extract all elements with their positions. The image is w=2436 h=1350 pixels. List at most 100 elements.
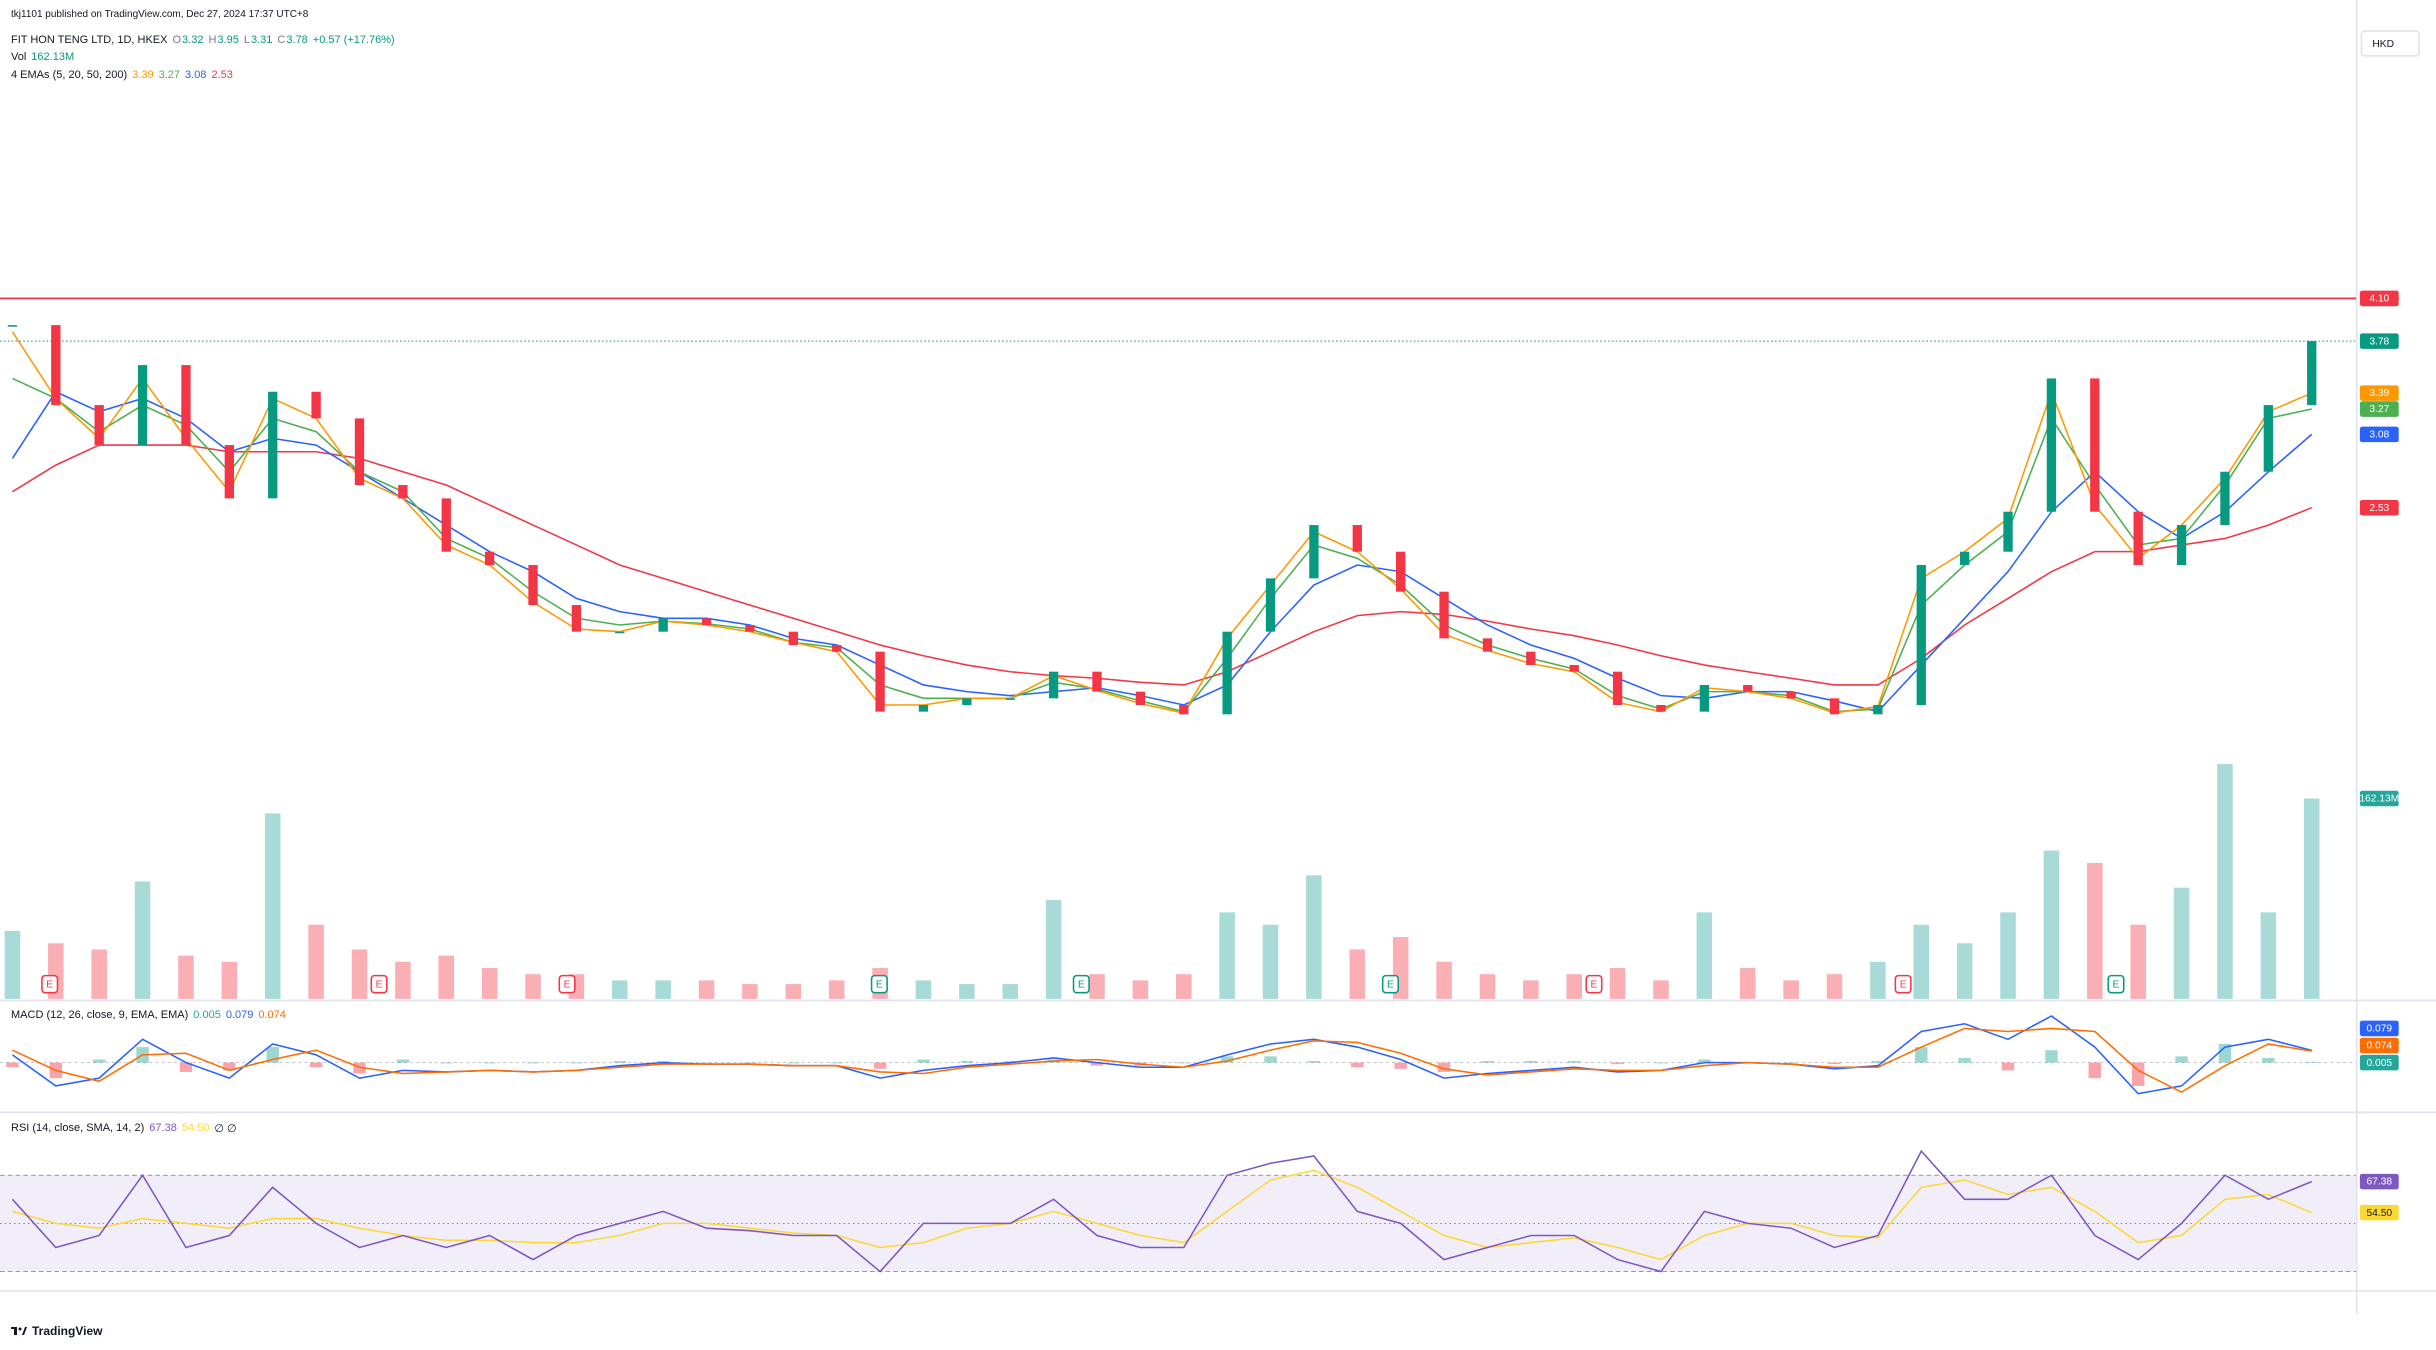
rsi-title[interactable]: RSI (14, close, SMA, 14, 2) <box>11 1122 145 1134</box>
histogram-bar <box>1481 1061 1494 1063</box>
volume-bar <box>481 968 498 999</box>
volume-badge-box <box>2359 790 2399 807</box>
candle <box>528 565 538 606</box>
histogram-bar <box>700 1062 713 1064</box>
footer[interactable]: TradingView <box>11 1323 102 1339</box>
histogram-bar <box>179 1062 193 1072</box>
histogram-bar <box>1524 1061 1538 1063</box>
candle <box>398 485 408 499</box>
earnings-label: E <box>1387 980 1394 991</box>
candle <box>2133 511 2143 566</box>
ohlc-key: O <box>172 34 182 46</box>
candle <box>1439 591 1449 639</box>
macd-value: 0.079 <box>225 1009 254 1021</box>
candle <box>2176 525 2187 566</box>
ema-line <box>12 377 2312 713</box>
histogram-bar <box>1307 1061 1321 1063</box>
candle <box>2220 471 2230 526</box>
candle <box>1309 525 1319 579</box>
ema-line <box>12 444 2313 686</box>
rsi-badge: 54.50 <box>2366 1208 2392 1219</box>
volume-bar <box>2000 912 2016 999</box>
volume-legend: Vol 162.13M <box>11 49 74 65</box>
volume-bar <box>4 930 21 999</box>
candle <box>1265 578 1276 632</box>
histogram-bar <box>396 1059 410 1063</box>
histogram-bar <box>1828 1062 1841 1065</box>
candle <box>94 405 104 446</box>
logo <box>11 1327 27 1335</box>
macd-line <box>12 1027 2312 1094</box>
histogram-bar <box>440 1062 453 1064</box>
histogram-bar <box>2088 1062 2102 1079</box>
volume-bar <box>1306 875 1322 999</box>
candle <box>1959 551 1970 566</box>
price-badge: 3.27 <box>2369 404 2389 415</box>
ohlc-value: 3.78 <box>286 34 308 46</box>
volume-bar <box>2087 862 2103 999</box>
symbol[interactable]: FIT HON TENG LTD, 1D, HKEX <box>11 34 168 46</box>
histogram-bar <box>92 1059 106 1063</box>
histogram-bar <box>1871 1061 1885 1063</box>
rsi-extra: ∅ ∅ <box>214 1122 237 1135</box>
histogram-bar <box>1611 1062 1624 1065</box>
histogram-bar <box>917 1059 930 1063</box>
volume-bar <box>1826 974 1843 999</box>
candle <box>2090 378 2100 512</box>
candle <box>658 618 668 632</box>
ema-line <box>11 390 2313 713</box>
rsi-value: 54.50 <box>181 1122 210 1134</box>
earnings-icon <box>41 974 59 994</box>
earnings-label: E <box>1900 980 1907 991</box>
candle <box>7 325 18 327</box>
volume-bar <box>1436 961 1452 999</box>
volume-bar <box>178 955 194 999</box>
volume-bar <box>655 980 671 999</box>
candle <box>918 704 929 712</box>
ohlc-key: L <box>243 34 250 46</box>
rsi-badge: 67.38 <box>2366 1177 2392 1188</box>
price-badge: 3.39 <box>2369 388 2389 399</box>
volume-bar <box>1870 961 1886 999</box>
earnings-label: E <box>1591 980 1598 991</box>
ema-title[interactable]: 4 EMAs (5, 20, 50, 200) <box>11 69 128 81</box>
histogram-bar <box>1264 1056 1277 1063</box>
candle <box>832 645 842 652</box>
candle <box>1005 698 1015 700</box>
volume-bar <box>742 984 758 999</box>
histogram-bar <box>1698 1059 1711 1063</box>
ohlc-value: 3.32 <box>182 34 204 46</box>
volume-bar <box>1523 980 1539 999</box>
volume-bar <box>698 980 715 999</box>
candle <box>1048 671 1059 699</box>
histogram-bar <box>1654 1062 1668 1064</box>
macd-badge-box <box>2359 1054 2399 1071</box>
macd-title[interactable]: MACD (12, 26, close, 9, EMA, EMA) <box>11 1009 189 1021</box>
candle <box>745 625 755 632</box>
price-badge-box <box>2359 426 2399 443</box>
currency-box[interactable] <box>2360 30 2420 57</box>
symbol-legend: FIT HON TENG LTD, 1D, HKEX O 3.32 H 3.95 L… <box>11 32 395 48</box>
volume-bar <box>134 881 151 999</box>
currency: HKD <box>2372 39 2394 50</box>
volume-bar <box>1566 974 1582 999</box>
candle <box>224 445 235 499</box>
volume-bar <box>221 961 238 999</box>
volume-bar <box>1045 900 1062 999</box>
volume-title[interactable]: Vol <box>11 51 27 63</box>
volume-bar <box>2173 887 2190 999</box>
volume-value: 162.13M <box>31 51 75 63</box>
ema-value: 3.08 <box>185 69 207 81</box>
earnings-icon <box>1894 974 1912 994</box>
volume-bar <box>525 974 541 999</box>
earnings-label: E <box>876 980 883 991</box>
earnings-icon <box>370 974 388 994</box>
macd-badge: 0.074 <box>2366 1041 2392 1052</box>
histogram-bar <box>1220 1056 1234 1063</box>
volume-bar <box>1739 968 1756 999</box>
histogram-bar <box>1915 1047 1928 1063</box>
macd-badge: 0.079 <box>2366 1024 2392 1035</box>
candle <box>1743 684 1753 692</box>
earnings-icon <box>1381 974 1399 994</box>
candle <box>1135 691 1146 705</box>
